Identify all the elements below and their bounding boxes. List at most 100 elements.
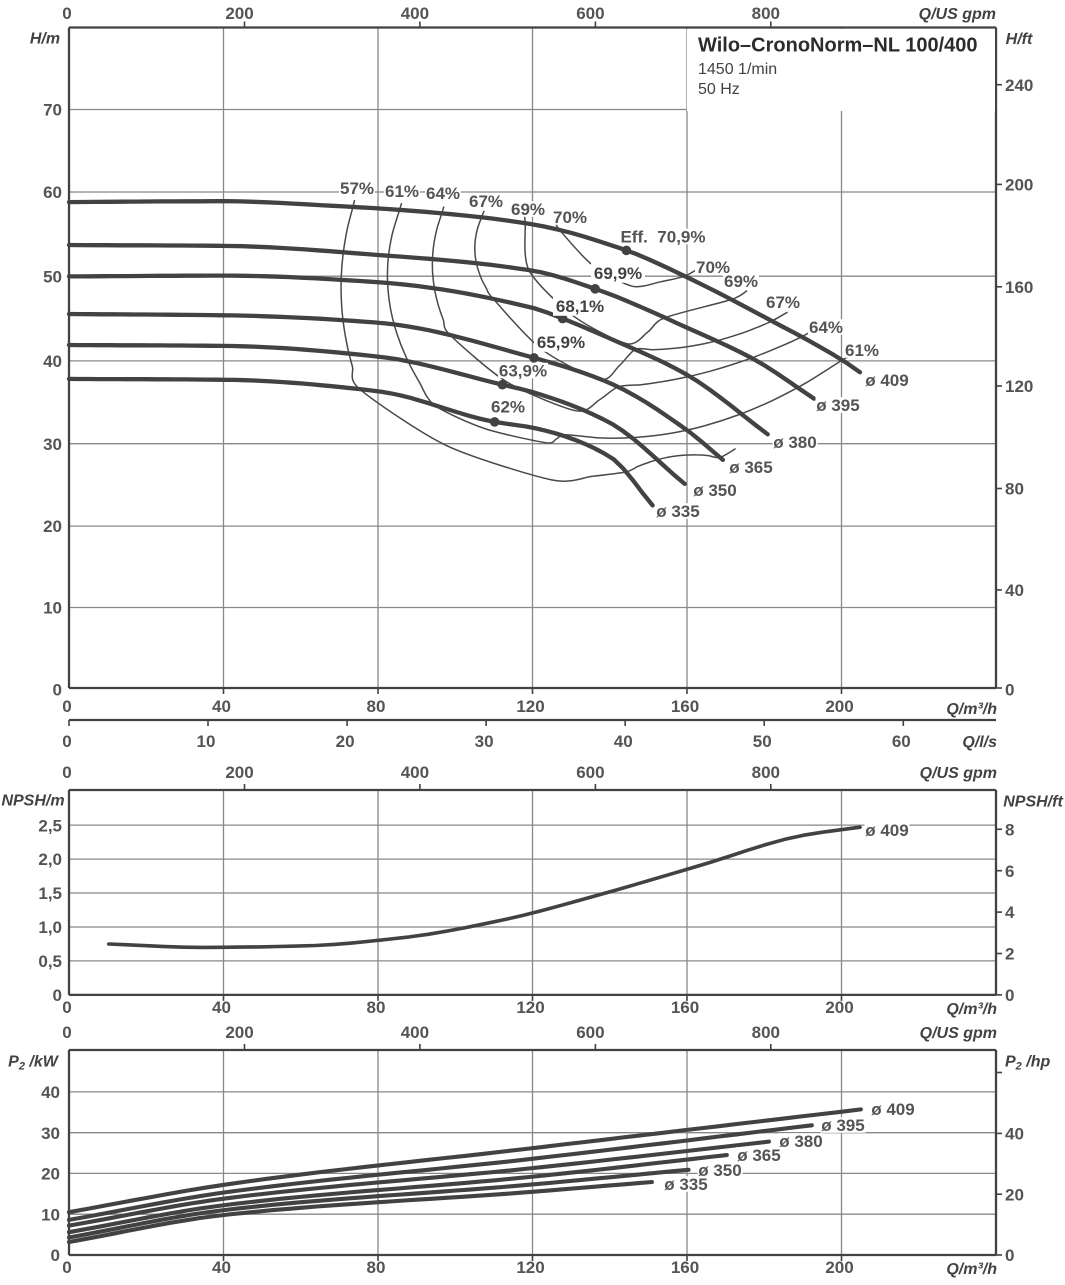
svg-text:40: 40 <box>41 1083 60 1102</box>
svg-text:50 Hz: 50 Hz <box>698 81 740 98</box>
svg-text:ø 409: ø 409 <box>871 1100 914 1119</box>
svg-text:1,5: 1,5 <box>38 884 62 903</box>
svg-text:70: 70 <box>43 101 62 120</box>
svg-text:80: 80 <box>367 697 386 716</box>
svg-text:120: 120 <box>1005 377 1033 396</box>
svg-text:Q/m³/h: Q/m³/h <box>946 701 997 718</box>
svg-text:200: 200 <box>225 763 253 782</box>
svg-text:Q/m³/h: Q/m³/h <box>946 1261 997 1278</box>
svg-text:2: 2 <box>1005 945 1014 964</box>
svg-text:10: 10 <box>41 1205 60 1224</box>
svg-text:200: 200 <box>825 697 853 716</box>
svg-text:P2 /kW: P2 /kW <box>8 1053 60 1072</box>
svg-text:0: 0 <box>53 986 62 1005</box>
svg-text:50: 50 <box>753 732 772 751</box>
svg-text:0: 0 <box>62 697 71 716</box>
svg-text:800: 800 <box>752 763 780 782</box>
svg-text:40: 40 <box>212 697 231 716</box>
svg-text:ø 409: ø 409 <box>865 371 908 390</box>
svg-text:400: 400 <box>401 763 429 782</box>
svg-text:4: 4 <box>1005 903 1015 922</box>
svg-text:67%: 67% <box>766 293 800 312</box>
svg-text:ø 335: ø 335 <box>656 502 699 521</box>
svg-text:0: 0 <box>1005 1246 1014 1265</box>
svg-text:70%: 70% <box>553 208 587 227</box>
svg-text:240: 240 <box>1005 76 1033 95</box>
svg-text:1450 1/min: 1450 1/min <box>698 61 777 78</box>
svg-text:60: 60 <box>892 732 911 751</box>
svg-text:P2 /hp: P2 /hp <box>1005 1053 1050 1072</box>
svg-text:57%: 57% <box>340 179 374 198</box>
svg-text:30: 30 <box>41 1124 60 1143</box>
svg-text:0: 0 <box>62 998 71 1017</box>
svg-text:200: 200 <box>825 998 853 1017</box>
svg-text:NPSH/m: NPSH/m <box>1 792 64 809</box>
svg-text:20: 20 <box>336 732 355 751</box>
svg-text:0: 0 <box>51 1246 60 1265</box>
svg-text:120: 120 <box>516 1258 544 1277</box>
svg-text:ø 380: ø 380 <box>779 1132 822 1151</box>
svg-text:ø 350: ø 350 <box>693 481 736 500</box>
svg-text:400: 400 <box>401 4 429 23</box>
svg-text:0,5: 0,5 <box>38 952 62 971</box>
svg-text:200: 200 <box>825 1258 853 1277</box>
svg-text:0: 0 <box>62 1023 71 1042</box>
svg-text:Q/US gpm: Q/US gpm <box>920 1025 997 1042</box>
svg-text:0: 0 <box>62 1258 71 1277</box>
svg-text:60: 60 <box>43 183 62 202</box>
svg-text:40: 40 <box>43 352 62 371</box>
svg-text:20: 20 <box>41 1165 60 1184</box>
svg-text:63,9%: 63,9% <box>499 362 547 381</box>
svg-text:0: 0 <box>62 4 71 23</box>
svg-text:ø 365: ø 365 <box>729 458 772 477</box>
svg-text:0: 0 <box>1005 681 1014 700</box>
svg-text:ø 365: ø 365 <box>737 1146 780 1165</box>
svg-text:61%: 61% <box>385 182 419 201</box>
svg-text:61%: 61% <box>845 341 879 360</box>
svg-text:30: 30 <box>475 732 494 751</box>
svg-text:ø 395: ø 395 <box>816 396 859 415</box>
svg-text:800: 800 <box>752 1023 780 1042</box>
svg-text:600: 600 <box>576 4 604 23</box>
svg-text:200: 200 <box>1005 176 1033 195</box>
svg-text:40: 40 <box>212 998 231 1017</box>
svg-text:20: 20 <box>1005 1185 1024 1204</box>
svg-text:69%: 69% <box>511 200 545 219</box>
svg-text:30: 30 <box>43 435 62 454</box>
svg-text:600: 600 <box>576 1023 604 1042</box>
svg-text:80: 80 <box>1005 480 1024 499</box>
svg-text:50: 50 <box>43 267 62 286</box>
svg-text:ø 409: ø 409 <box>865 821 908 840</box>
svg-text:ø 350: ø 350 <box>698 1161 741 1180</box>
svg-text:1,0: 1,0 <box>38 918 62 937</box>
svg-text:Q/l/s: Q/l/s <box>962 734 997 751</box>
svg-text:40: 40 <box>212 1258 231 1277</box>
svg-text:ø 380: ø 380 <box>773 433 816 452</box>
svg-text:20: 20 <box>43 517 62 536</box>
svg-text:40: 40 <box>1005 581 1024 600</box>
svg-text:200: 200 <box>225 1023 253 1042</box>
svg-text:64%: 64% <box>426 184 460 203</box>
svg-text:200: 200 <box>225 4 253 23</box>
svg-text:Q/m³/h: Q/m³/h <box>946 1001 997 1018</box>
svg-text:160: 160 <box>1005 278 1033 297</box>
svg-text:Wilo–CronoNorm–NL 100/400: Wilo–CronoNorm–NL 100/400 <box>698 35 978 57</box>
svg-text:H/ft: H/ft <box>1006 31 1033 48</box>
svg-text:6: 6 <box>1005 862 1014 881</box>
svg-text:40: 40 <box>1005 1125 1024 1144</box>
svg-text:69,9%: 69,9% <box>594 264 642 283</box>
svg-text:40: 40 <box>614 732 633 751</box>
svg-text:Q/US gpm: Q/US gpm <box>919 6 996 23</box>
svg-text:600: 600 <box>576 763 604 782</box>
svg-text:800: 800 <box>752 4 780 23</box>
svg-text:10: 10 <box>197 732 216 751</box>
svg-text:69%: 69% <box>724 272 758 291</box>
svg-text:10: 10 <box>43 599 62 618</box>
svg-text:ø 395: ø 395 <box>821 1116 864 1135</box>
svg-text:NPSH/ft: NPSH/ft <box>1003 793 1063 810</box>
svg-text:Q/US gpm: Q/US gpm <box>920 765 997 782</box>
svg-text:8: 8 <box>1005 821 1014 840</box>
svg-text:120: 120 <box>516 998 544 1017</box>
svg-text:80: 80 <box>367 998 386 1017</box>
svg-text:0: 0 <box>1005 986 1014 1005</box>
